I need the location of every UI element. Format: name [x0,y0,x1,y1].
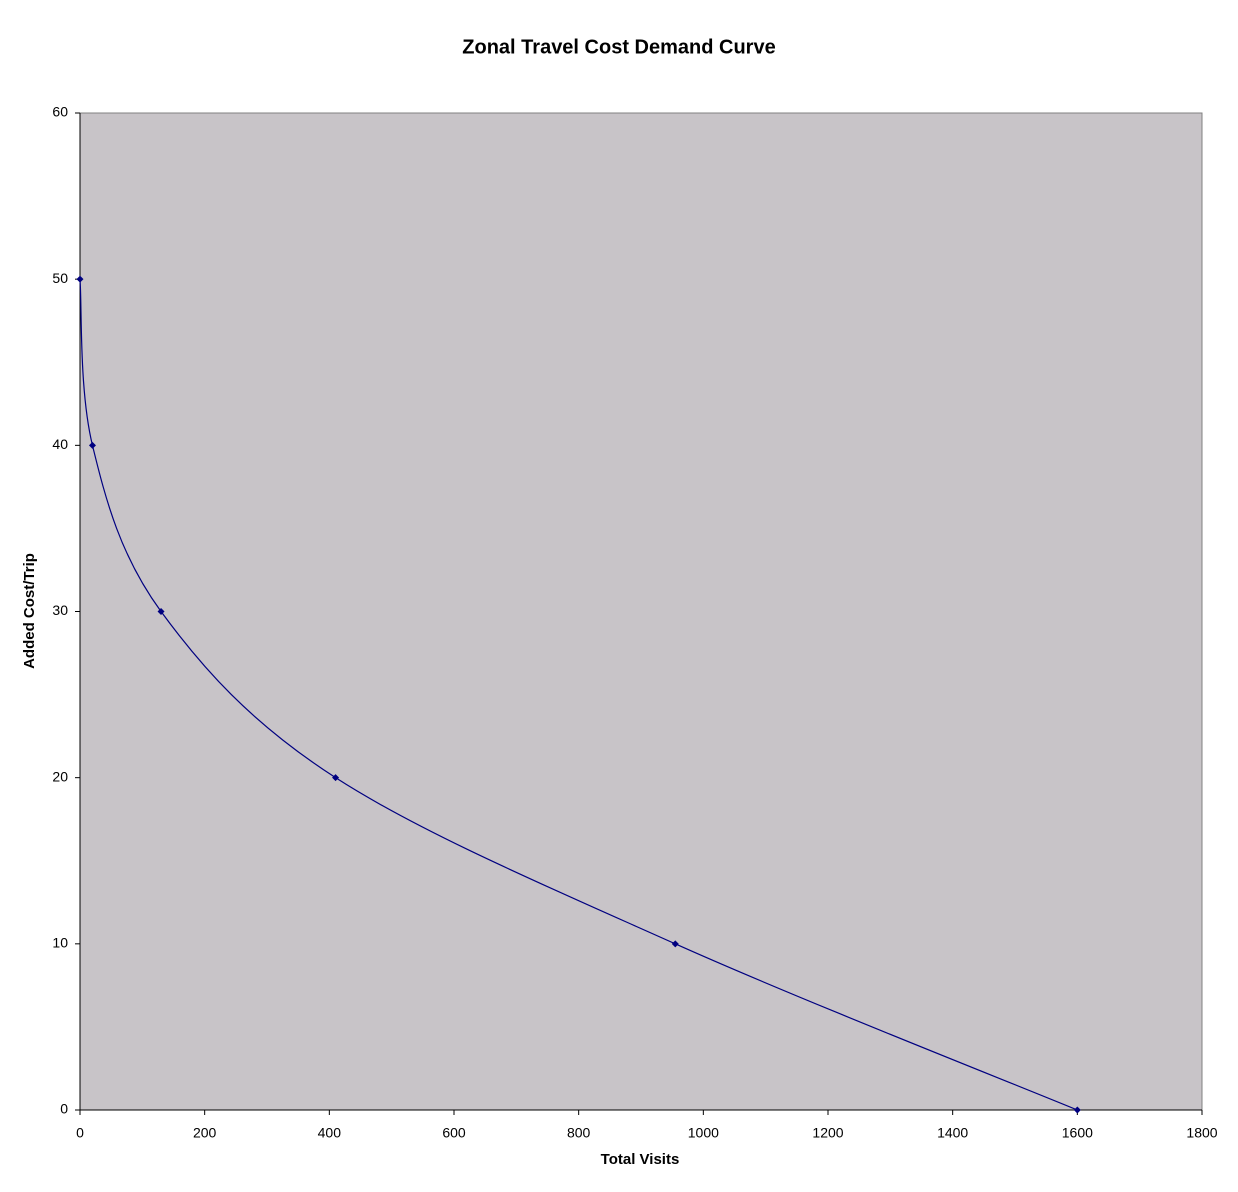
x-tick-label: 800 [567,1125,591,1141]
y-tick-label: 40 [52,436,68,452]
x-tick-label: 200 [193,1125,217,1141]
y-tick-label: 30 [52,602,68,618]
x-axis-title: Total Visits [601,1151,680,1168]
chart-title: Zonal Travel Cost Demand Curve [462,36,775,58]
x-tick-label: 1400 [937,1125,968,1141]
y-tick-label: 10 [52,935,68,951]
x-tick-label: 600 [442,1125,466,1141]
y-tick-label: 0 [60,1101,68,1117]
data-point [76,275,84,283]
x-tick-label: 1200 [812,1125,843,1141]
x-tick-label: 0 [76,1125,84,1141]
x-tick-label: 400 [318,1125,342,1141]
y-axis-title: Added Cost/Trip [21,553,38,669]
data-point [671,940,679,948]
y-tick-label: 50 [52,270,68,286]
data-point [157,608,165,615]
y-tick-label: 60 [52,104,68,120]
data-point [88,441,96,449]
plot-area [79,112,1203,1111]
data-point [332,774,340,782]
y-tick-label: 20 [52,768,68,784]
x-tick-label: 1800 [1186,1125,1217,1141]
x-tick-label: 1600 [1062,1125,1093,1141]
data-point [1073,1106,1081,1114]
x-tick-label: 1000 [688,1125,719,1141]
